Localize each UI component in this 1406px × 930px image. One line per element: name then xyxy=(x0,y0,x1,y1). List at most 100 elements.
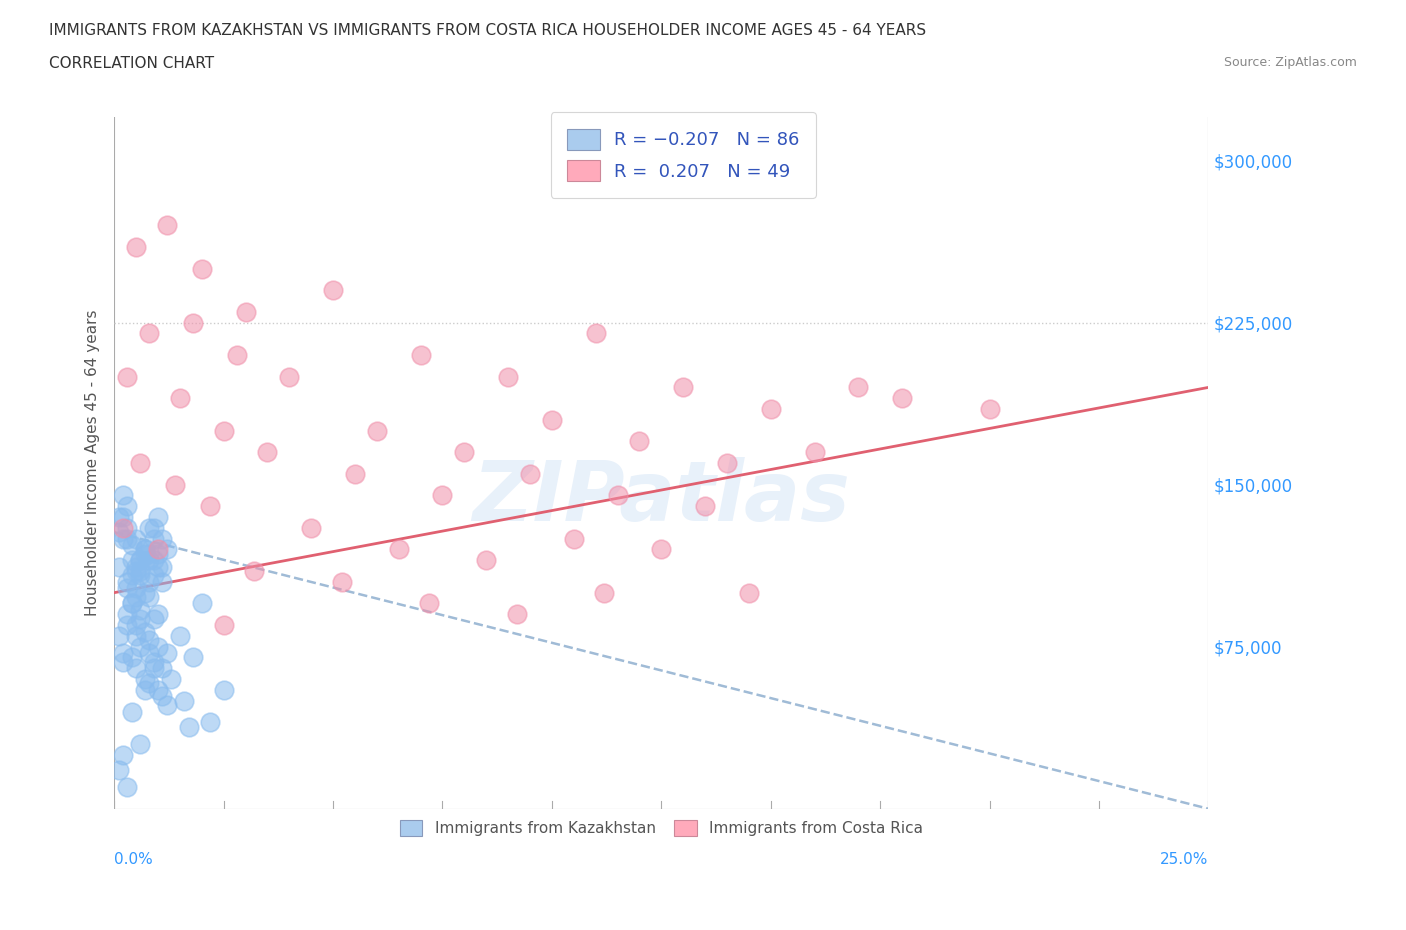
Point xyxy=(129,611,152,626)
Point xyxy=(129,737,152,751)
Point xyxy=(432,488,454,503)
Point xyxy=(169,629,191,644)
Point xyxy=(129,568,152,583)
Point xyxy=(107,525,129,539)
Text: CORRELATION CHART: CORRELATION CHART xyxy=(49,56,214,71)
Point xyxy=(541,412,564,427)
Point xyxy=(121,704,143,719)
Point xyxy=(225,348,247,363)
Point xyxy=(125,629,148,644)
Point xyxy=(716,456,738,471)
Point xyxy=(190,261,212,276)
Point xyxy=(129,603,152,618)
Point xyxy=(117,369,139,384)
Point xyxy=(117,618,139,632)
Point xyxy=(146,683,169,698)
Point xyxy=(111,531,134,546)
Point xyxy=(156,645,179,660)
Point xyxy=(156,218,179,232)
Point xyxy=(142,552,165,567)
Point xyxy=(142,531,165,546)
Text: 0.0%: 0.0% xyxy=(114,852,153,867)
Point xyxy=(519,466,541,481)
Point xyxy=(173,693,195,708)
Point xyxy=(235,304,257,319)
Point xyxy=(169,391,191,405)
Point xyxy=(125,531,148,546)
Point xyxy=(107,763,129,777)
Point xyxy=(117,575,139,590)
Point xyxy=(150,531,173,546)
Legend: Immigrants from Kazakhstan, Immigrants from Costa Rica: Immigrants from Kazakhstan, Immigrants f… xyxy=(394,815,929,843)
Point xyxy=(650,542,672,557)
Point xyxy=(343,466,366,481)
Point xyxy=(146,607,169,622)
Point xyxy=(129,552,152,567)
Point xyxy=(562,531,585,546)
Point xyxy=(111,645,134,660)
Point xyxy=(738,585,761,600)
Point xyxy=(117,607,139,622)
Point xyxy=(138,521,160,536)
Point xyxy=(212,683,235,698)
Point xyxy=(138,546,160,561)
Point xyxy=(142,521,165,536)
Point xyxy=(278,369,301,384)
Point xyxy=(111,510,134,525)
Point xyxy=(129,639,152,654)
Point xyxy=(117,779,139,794)
Point xyxy=(160,671,183,686)
Point xyxy=(142,661,165,676)
Point xyxy=(693,498,716,513)
Point xyxy=(496,369,519,384)
Point xyxy=(142,568,165,583)
Point xyxy=(330,575,353,590)
Point xyxy=(125,618,148,632)
Point xyxy=(243,564,266,578)
Point xyxy=(134,542,156,557)
Point xyxy=(190,596,212,611)
Point xyxy=(117,531,139,546)
Point xyxy=(121,538,143,552)
Point xyxy=(138,590,160,604)
Point xyxy=(138,326,160,340)
Point xyxy=(846,380,869,395)
Point xyxy=(125,581,148,596)
Point xyxy=(134,585,156,600)
Point xyxy=(121,596,143,611)
Point xyxy=(125,559,148,574)
Point xyxy=(111,488,134,503)
Point xyxy=(409,348,432,363)
Point xyxy=(212,423,235,438)
Point xyxy=(134,683,156,698)
Point xyxy=(212,618,235,632)
Point xyxy=(146,510,169,525)
Point xyxy=(165,477,187,492)
Point xyxy=(129,564,152,578)
Point xyxy=(129,456,152,471)
Point xyxy=(150,689,173,704)
Point xyxy=(388,542,411,557)
Point xyxy=(506,607,529,622)
Point xyxy=(121,596,143,611)
Point xyxy=(138,552,160,567)
Point xyxy=(129,552,152,567)
Text: 25.0%: 25.0% xyxy=(1160,852,1209,867)
Point xyxy=(117,498,139,513)
Point xyxy=(418,596,440,611)
Point xyxy=(107,629,129,644)
Point xyxy=(111,521,134,536)
Point xyxy=(150,661,173,676)
Point xyxy=(177,719,200,734)
Point xyxy=(891,391,914,405)
Text: ZIPatlas: ZIPatlas xyxy=(472,457,851,538)
Point xyxy=(606,488,628,503)
Point xyxy=(121,568,143,583)
Point xyxy=(150,559,173,574)
Point xyxy=(138,676,160,691)
Point xyxy=(299,521,322,536)
Point xyxy=(125,661,148,676)
Point xyxy=(111,748,134,763)
Point xyxy=(150,575,173,590)
Point xyxy=(121,552,143,567)
